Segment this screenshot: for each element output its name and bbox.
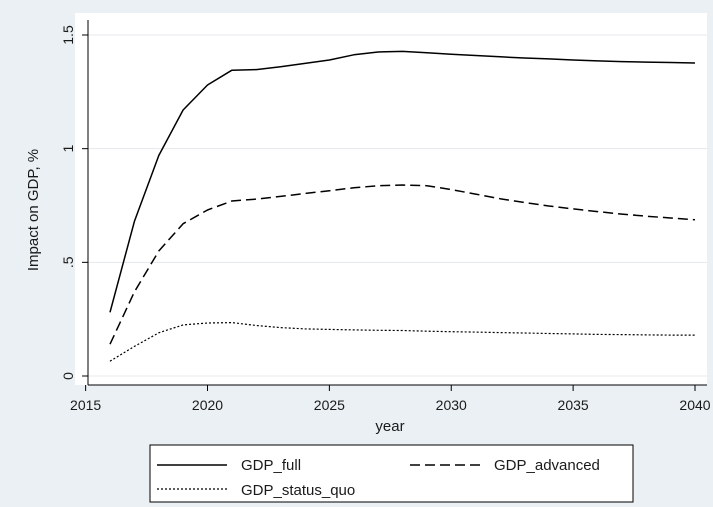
- ticks: 0 .5 1 1.5 2015 2020 2025 2030 2035 2040: [60, 25, 711, 413]
- x-tick-label: 2030: [436, 397, 467, 413]
- series-line-gdp-advanced: [109, 184, 696, 345]
- x-tick-label: 2035: [558, 397, 589, 413]
- x-tick-label: 2040: [679, 397, 710, 413]
- series-line-gdp-full: [109, 50, 696, 313]
- y-tick-label: 1.5: [60, 25, 76, 45]
- plot-background: [75, 13, 707, 385]
- y-tick-label: 1: [60, 145, 76, 153]
- x-tick-label: 2015: [70, 397, 101, 413]
- y-axis-title: Impact on GDP, %: [25, 149, 42, 271]
- series-line-gdp-status-quo: [109, 322, 695, 362]
- legend-label-gdp-advanced: GDP_advanced: [494, 457, 600, 474]
- legend-label-gdp-status-quo: GDP_status_quo: [241, 482, 355, 499]
- y-tick-label: .5: [60, 256, 76, 268]
- series-lines: [109, 50, 696, 362]
- axes: [87, 20, 707, 386]
- legend-label-gdp-full: GDP_full: [241, 457, 301, 474]
- x-tick-label: 2020: [192, 397, 223, 413]
- x-axis-title: year: [375, 418, 404, 435]
- x-tick-label: 2025: [314, 397, 345, 413]
- legend-box: [149, 444, 634, 503]
- grid-lines: [88, 34, 707, 377]
- legend: GDP_full GDP_advanced GDP_status_quo: [149, 444, 634, 503]
- y-tick-label: 0: [60, 372, 76, 380]
